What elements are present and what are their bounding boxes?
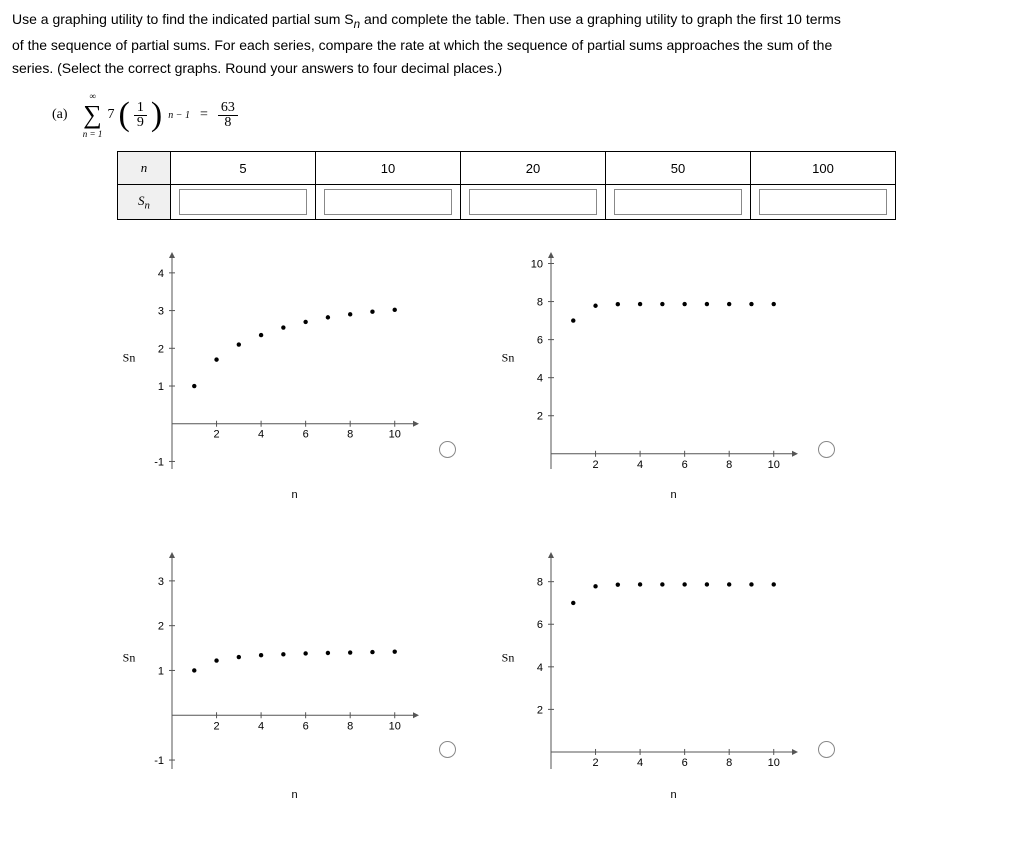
row2-n: n — [145, 200, 150, 212]
sigma-bottom: n = 1 — [82, 129, 104, 139]
col-10: 10 — [316, 152, 461, 185]
col-100: 100 — [751, 152, 896, 185]
question-prompt: Use a graphing utility to find the indic… — [12, 8, 1012, 79]
col-5: 5 — [171, 152, 316, 185]
col-20: 20 — [461, 152, 606, 185]
col-50: 50 — [606, 152, 751, 185]
prompt-text-2: of the sequence of partial sums. For eac… — [12, 37, 832, 53]
svg-text:8: 8 — [537, 297, 543, 309]
partial-sum-table: n 5 10 20 50 100 Sn — [117, 151, 896, 220]
svg-text:6: 6 — [537, 335, 543, 347]
svg-text:4: 4 — [258, 721, 264, 733]
svg-text:10: 10 — [389, 721, 401, 733]
rhs-frac: 63 8 — [218, 101, 238, 130]
prompt-text-1: Use a graphing utility to find the indic… — [12, 11, 354, 27]
svg-text:2: 2 — [213, 429, 219, 441]
svg-text:Sn: Sn — [123, 651, 136, 665]
radio-a[interactable] — [439, 441, 456, 458]
svg-text:2: 2 — [537, 705, 543, 717]
svg-text:8: 8 — [726, 757, 732, 769]
equals: = — [200, 107, 208, 123]
radio-b[interactable] — [818, 441, 835, 458]
row-head-n: n — [118, 152, 171, 185]
svg-text:6: 6 — [303, 721, 309, 733]
svg-text:4: 4 — [537, 662, 543, 674]
chart-b: 2 4 6 8 10 2 4 6 8 10 n Sn — [496, 244, 806, 504]
svg-text:4: 4 — [537, 373, 543, 385]
sigma: ∞ ∑ n = 1 — [82, 93, 104, 137]
svg-text:8: 8 — [347, 429, 353, 441]
svg-text:2: 2 — [158, 621, 164, 633]
chart-c: 2 4 6 8 10 -1 1 2 3 n Sn — [117, 544, 427, 804]
inner-num: 1 — [134, 101, 147, 116]
rhs-num: 63 — [218, 101, 238, 116]
exponent: n − 1 — [168, 110, 190, 121]
svg-text:2: 2 — [592, 757, 598, 769]
svg-text:1: 1 — [158, 666, 164, 678]
prompt-text-1b: and complete the table. Then use a graph… — [360, 11, 841, 27]
sigma-symbol: ∑ — [83, 100, 102, 129]
input-s100[interactable] — [759, 189, 887, 215]
svg-text:n: n — [291, 489, 297, 501]
radio-d[interactable] — [818, 741, 835, 758]
svg-text:Sn: Sn — [502, 351, 515, 365]
svg-text:3: 3 — [158, 576, 164, 588]
svg-text:6: 6 — [682, 459, 688, 471]
svg-text:2: 2 — [213, 721, 219, 733]
input-s5[interactable] — [179, 189, 307, 215]
input-s20[interactable] — [469, 189, 597, 215]
svg-text:6: 6 — [682, 757, 688, 769]
lparen: ( — [119, 98, 130, 132]
coeff: 7 — [108, 107, 115, 123]
svg-text:-1: -1 — [154, 755, 164, 767]
svg-text:n: n — [670, 489, 676, 501]
svg-text:4: 4 — [158, 268, 164, 280]
svg-text:10: 10 — [389, 429, 401, 441]
svg-text:6: 6 — [537, 619, 543, 631]
inner-frac: 1 9 — [134, 101, 147, 130]
inner-den: 9 — [134, 116, 147, 130]
series-formula: ∞ ∑ n = 1 7 ( 1 9 ) n − 1 = 63 8 — [82, 93, 238, 137]
svg-text:4: 4 — [637, 459, 643, 471]
part-label: (a) — [52, 107, 68, 123]
prompt-text-3: series. (Select the correct graphs. Roun… — [12, 60, 502, 76]
svg-text:Sn: Sn — [123, 351, 136, 365]
svg-text:Sn: Sn — [502, 651, 515, 665]
svg-text:4: 4 — [258, 429, 264, 441]
svg-text:n: n — [670, 789, 676, 801]
svg-text:-1: -1 — [154, 457, 164, 469]
chart-grid: 2 4 6 8 10 -1 1 2 3 4 n Sn 2 4 6 8 10 2 4 6 8 10 n Sn 2 4 6 8 10 -1… — [117, 244, 1012, 804]
svg-text:2: 2 — [592, 459, 598, 471]
svg-text:n: n — [291, 789, 297, 801]
svg-text:10: 10 — [768, 757, 780, 769]
svg-text:1: 1 — [158, 381, 164, 393]
svg-text:2: 2 — [158, 344, 164, 356]
input-s10[interactable] — [324, 189, 452, 215]
input-s50[interactable] — [614, 189, 742, 215]
chart-a: 2 4 6 8 10 -1 1 2 3 4 n Sn — [117, 244, 427, 504]
chart-d: 2 4 6 8 10 2 4 6 8 n Sn — [496, 544, 806, 804]
radio-c[interactable] — [439, 741, 456, 758]
row-head-sn: Sn — [118, 185, 171, 220]
svg-text:10: 10 — [531, 259, 543, 271]
svg-text:6: 6 — [303, 429, 309, 441]
rhs-den: 8 — [221, 116, 234, 130]
svg-text:4: 4 — [637, 757, 643, 769]
svg-text:2: 2 — [537, 411, 543, 423]
rparen: ) — [151, 98, 162, 132]
svg-text:3: 3 — [158, 306, 164, 318]
svg-text:8: 8 — [726, 459, 732, 471]
svg-text:10: 10 — [768, 459, 780, 471]
svg-text:8: 8 — [537, 577, 543, 589]
part-a: (a) ∞ ∑ n = 1 7 ( 1 9 ) n − 1 = 63 8 — [52, 93, 1012, 137]
svg-text:8: 8 — [347, 721, 353, 733]
sigma-top: ∞ — [82, 91, 104, 101]
